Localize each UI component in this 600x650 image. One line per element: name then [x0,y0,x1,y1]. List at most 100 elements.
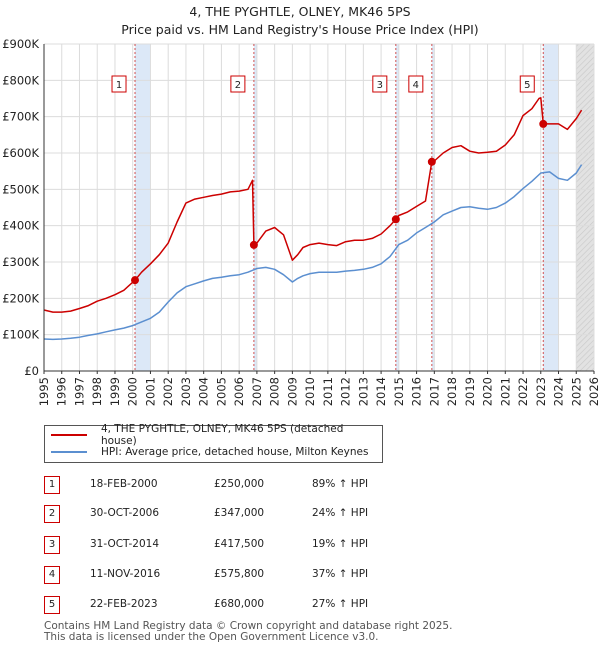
transaction-hpi-change: 19% ↑ HPI [312,538,369,550]
x-tick-label: 2024 [552,377,566,406]
x-tick-label: 1999 [108,377,122,406]
x-tick-label: 2018 [445,377,459,406]
x-tick-label: 2025 [569,377,583,406]
transaction-price: £417,500 [214,538,265,550]
transaction-hpi-change: 37% ↑ HPI [312,568,369,580]
x-tick-label: 1996 [55,377,69,406]
x-tick-label: 2023 [534,377,548,406]
transaction-number-badge: 2 [44,505,60,523]
sale-label-box [519,75,535,93]
sale-period-shade [395,44,399,371]
x-tick-label: 2012 [339,377,353,406]
sale-point [427,157,436,166]
table-row: 1 18-FEB-2000 £250,000 89% ↑ HPI [44,476,464,494]
transaction-hpi-change: 24% ↑ HPI [312,507,369,519]
x-tick-label: 2002 [161,377,175,406]
x-tick-label: 2004 [197,377,211,406]
sale-label-number: 1 [116,80,122,91]
footer-line-2: This data is licensed under the Open Gov… [44,631,379,643]
sale-period-shade [431,44,435,371]
x-tick-label: 2011 [321,377,335,406]
y-tick-label: £400K [2,219,39,233]
legend-item-price: 4, THE PYGHTLE, OLNEY, MK46 5PS (detache… [51,423,382,447]
sale-label-box [372,75,388,93]
x-tick-label: 2015 [392,377,406,406]
table-row: 5 22-FEB-2023 £680,000 27% ↑ HPI [44,596,464,614]
transaction-hpi-change: 89% ↑ HPI [312,478,369,490]
x-tick-label: 2006 [232,377,246,406]
x-tick-label: 2020 [481,377,495,406]
transaction-price: £347,000 [214,507,265,519]
legend-label-price: 4, THE PYGHTLE, OLNEY, MK46 5PS (detache… [100,423,344,447]
sale-label-number: 5 [524,80,530,91]
transaction-price: £680,000 [214,598,265,610]
transaction-date: 22-FEB-2023 [90,598,158,610]
x-tick-label: 1997 [72,377,86,406]
x-tick-label: 2010 [303,377,317,406]
price-chart: 1 2 3 4 5 £0 £100K £200K £300K £400K £500K £600K £70… [2,37,600,406]
copyright-footer: Contains HM Land Registry data © Crown c… [44,621,452,643]
transaction-number-badge: 5 [44,596,60,614]
transaction-date: 30-OCT-2006 [90,507,159,519]
y-tick-label: £800K [2,73,39,87]
y-tick-label: £500K [2,182,39,196]
transaction-hpi-change: 27% ↑ HPI [312,598,369,610]
y-tick-label: £700K [2,110,39,124]
y-tick-label: £100K [2,328,39,342]
legend-swatch-red [51,434,87,436]
price-series-line [43,97,583,313]
x-tick-label: 2014 [374,377,388,406]
chart-legend: 4, THE PYGHTLE, OLNEY, MK46 5PS (detache… [44,423,383,463]
sale-label-box [111,75,127,93]
y-tick-label: £200K [2,291,39,305]
x-tick-label: 2019 [463,377,477,406]
hpi-series-line [43,164,583,341]
transaction-price: £250,000 [214,478,265,490]
x-tick-label: 2022 [516,377,530,406]
sale-point [539,119,548,128]
footer-line-1: Contains HM Land Registry data © Crown c… [44,620,453,632]
transaction-date: 31-OCT-2014 [90,538,159,550]
transaction-number-badge: 4 [44,566,60,584]
x-tick-label: 1995 [37,377,51,406]
x-tick-label: 2007 [250,377,264,406]
x-tick-label: 2005 [214,377,228,406]
sale-point [249,240,258,249]
legend-item-hpi: HPI: Average price, detached house, Milt… [51,445,368,459]
y-tick-label: £600K [2,146,39,160]
x-tick-label: 2000 [126,377,140,406]
x-tick-label: 2013 [356,377,370,406]
sale-point [391,215,400,224]
y-tick-label: £900K [2,37,39,51]
transaction-price: £575,800 [214,568,265,580]
x-tick-label: 2026 [587,377,600,406]
transaction-date: 18-FEB-2000 [90,478,158,490]
x-tick-label: 1998 [90,377,104,406]
transaction-number-badge: 3 [44,536,60,554]
table-row: 2 30-OCT-2006 £347,000 24% ↑ HPI [44,505,464,523]
plot-area [44,44,594,371]
forecast-hatch-region [576,44,594,371]
x-tick-label: 2003 [179,377,193,406]
x-tick-label: 2009 [285,377,299,406]
sale-label-number: 3 [377,80,383,91]
x-tick-label: 2017 [427,377,441,406]
x-tick-label: 2021 [498,377,512,406]
legend-label-hpi: HPI: Average price, detached house, Milt… [101,446,369,458]
x-tick-label: 2016 [410,377,424,406]
sale-label-box [408,75,424,93]
transaction-date: 11-NOV-2016 [90,568,161,580]
table-row: 3 31-OCT-2014 £417,500 19% ↑ HPI [44,536,464,554]
chart-subtitle: Price paid vs. HM Land Registry's House … [121,22,479,37]
sale-label-number: 4 [413,80,419,91]
sale-period-shade [543,44,559,371]
chart-title-address: 4, THE PYGHTLE, OLNEY, MK46 5PS [189,4,411,19]
y-tick-label: £300K [2,255,39,269]
table-row: 4 11-NOV-2016 £575,800 37% ↑ HPI [44,566,464,584]
sale-label-number: 2 [235,80,241,91]
y-tick-label: £0 [24,364,39,378]
sale-period-shade [253,44,257,371]
sale-point [131,276,140,285]
legend-swatch-blue [51,451,87,453]
sale-label-box [230,75,246,93]
